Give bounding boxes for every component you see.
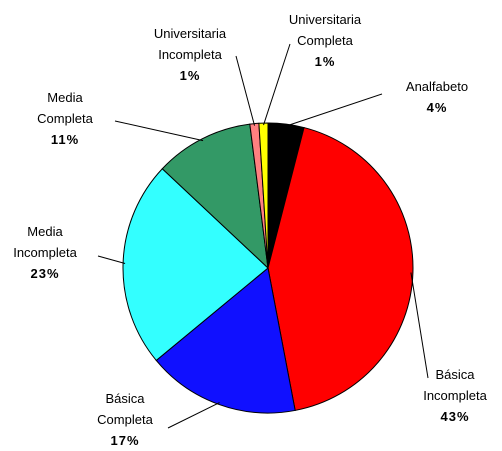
- leader-line: [97, 255, 126, 264]
- pie-slice: [161, 123, 269, 270]
- leader-line: [235, 55, 256, 126]
- category-label: Básica Completa: [97, 391, 153, 427]
- pie-slice: [267, 126, 414, 412]
- percent-label: 1%: [179, 68, 201, 83]
- pie-slice: [155, 267, 296, 414]
- category-label: Universitaria Incompleta: [153, 26, 227, 62]
- leader-line: [263, 43, 291, 126]
- percent-label: 17%: [110, 433, 140, 448]
- leader-line: [285, 93, 383, 127]
- category-label: Básica Incompleta: [423, 367, 487, 403]
- category-label: Media Completa: [37, 90, 93, 126]
- percent-label: 4%: [426, 100, 448, 115]
- slice-label: Analfabeto 4%: [393, 76, 481, 118]
- leader-line: [167, 402, 220, 429]
- percent-label: 43%: [440, 409, 470, 424]
- slice-label: Universitaria Completa 1%: [281, 9, 369, 72]
- category-label: Universitaria Completa: [288, 12, 362, 48]
- slice-label: Media Incompleta 23%: [1, 221, 89, 284]
- slice-label: Media Completa 11%: [21, 87, 109, 150]
- pie-slice: [258, 122, 269, 269]
- leader-line: [114, 120, 204, 142]
- category-label: Analfabeto: [405, 79, 469, 94]
- percent-label: 11%: [50, 132, 80, 147]
- percent-label: 1%: [314, 54, 336, 69]
- leader-line: [410, 272, 429, 379]
- percent-label: 23%: [30, 266, 60, 281]
- slice-label: Básica Completa 17%: [81, 388, 169, 451]
- slice-label: Universitaria Incompleta 1%: [146, 23, 234, 86]
- slice-label: Básica Incompleta 43%: [411, 364, 499, 427]
- category-label: Media Incompleta: [13, 224, 77, 260]
